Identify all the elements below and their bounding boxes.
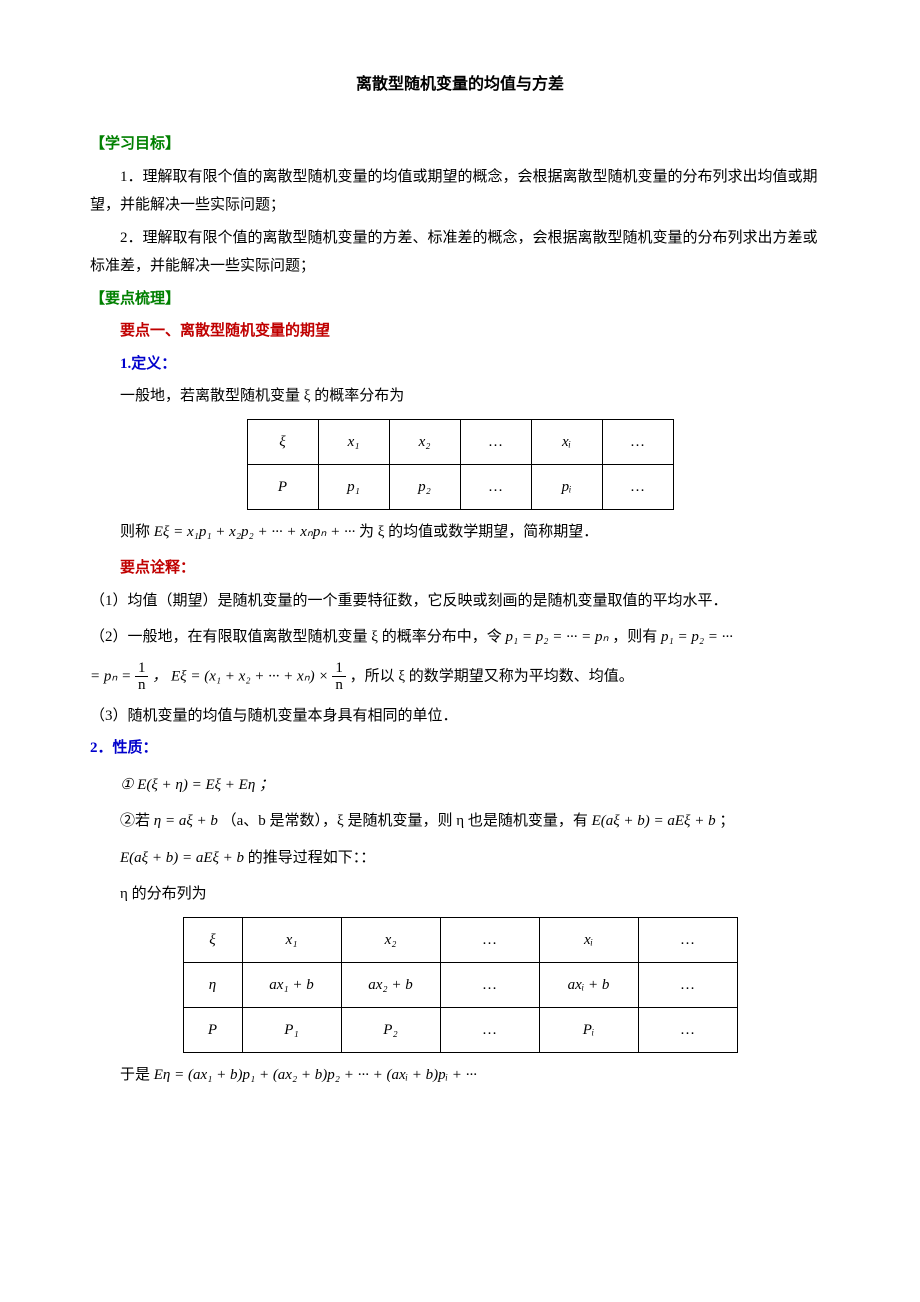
eta-distribution-text: η 的分布列为 xyxy=(90,880,830,909)
text: 于是 xyxy=(120,1067,154,1083)
equation: ① E(ξ + η) = Eξ + Eη ； xyxy=(120,777,274,793)
cell: … xyxy=(602,419,673,464)
cell: P₁ xyxy=(242,1007,341,1052)
equation: η = aξ + b xyxy=(154,813,218,829)
table-row: η ax₁ + b ax₂ + b … axᵢ + b … xyxy=(183,962,737,1007)
property-1: ① E(ξ + η) = Eξ + Eη ； xyxy=(90,771,830,800)
cell: P xyxy=(247,464,318,509)
interpretation-1: （1）均值（期望）是随机变量的一个重要特征数，它反映或刻画的是随机变量取值的平均… xyxy=(90,587,830,616)
equation: Eξ = x₁p₁ + x₂p₂ + ··· + xₙpₙ + ··· xyxy=(154,524,355,540)
cell: … xyxy=(460,464,531,509)
table-row: ξ x₁ x₂ … xᵢ … xyxy=(183,917,737,962)
fraction: 1n xyxy=(332,660,346,694)
numerator: 1 xyxy=(135,660,149,678)
denominator: n xyxy=(332,677,346,694)
text: 为 ξ 的均值或数学期望，简称期望． xyxy=(359,524,598,540)
denominator: n xyxy=(135,677,149,694)
cell: Pᵢ xyxy=(539,1007,638,1052)
interpretation-3: （3）随机变量的均值与随机变量本身具有相同的单位． xyxy=(90,702,830,731)
text: ②若 xyxy=(120,813,154,829)
cell: p₂ xyxy=(389,464,460,509)
cell: … xyxy=(638,917,737,962)
property-2: ②若 η = aξ + b （a、b 是常数），ξ 是随机变量，则 η 也是随机… xyxy=(90,807,830,836)
cell: ax₁ + b xyxy=(242,962,341,1007)
derivation-intro: E(aξ + b) = aEξ + b 的推导过程如下：： xyxy=(90,844,830,873)
goal-2: 2．理解取有限个值的离散型随机变量的方差、标准差的概念，会根据离散型随机变量的分… xyxy=(90,224,830,281)
cell: x₂ xyxy=(389,419,460,464)
interpretation-label: 要点诠释： xyxy=(90,554,830,583)
equation: Eη = (ax₁ + b)p₁ + (ax₂ + b)p₂ + ··· + (… xyxy=(154,1067,477,1083)
cell: P₂ xyxy=(341,1007,440,1052)
interpretation-2-line1: （2）一般地，在有限取值离散型随机变量 ξ 的概率分布中，令 p₁ = p₂ =… xyxy=(90,623,830,652)
cell: … xyxy=(440,917,539,962)
equation: E(aξ + b) = aEξ + b xyxy=(592,813,716,829)
cell: xᵢ xyxy=(531,419,602,464)
table-row: ξ x₁ x₂ … xᵢ … xyxy=(247,419,673,464)
definition-text: 一般地，若离散型随机变量 ξ 的概率分布为 xyxy=(90,382,830,411)
cell: ξ xyxy=(183,917,242,962)
fraction: 1n xyxy=(135,660,149,694)
cell: … xyxy=(638,1007,737,1052)
final-equation: 于是 Eη = (ax₁ + b)p₁ + (ax₂ + b)p₂ + ··· … xyxy=(90,1061,830,1090)
cell: … xyxy=(440,962,539,1007)
equation: ， Eξ = (x₁ + x₂ + ··· + xₙ) × xyxy=(152,668,332,684)
cell: pᵢ xyxy=(531,464,602,509)
text: ，则有 xyxy=(612,629,661,645)
cell: … xyxy=(460,419,531,464)
equation: E(aξ + b) = aEξ + b xyxy=(120,850,244,866)
page-title: 离散型随机变量的均值与方差 xyxy=(90,70,830,100)
text: 的推导过程如下：： xyxy=(248,850,376,866)
section-goal-label: 【学习目标】 xyxy=(90,130,830,159)
cell: ξ xyxy=(247,419,318,464)
cell: … xyxy=(440,1007,539,1052)
equation: p₁ = p₂ = ··· = pₙ xyxy=(505,629,608,645)
cell: … xyxy=(602,464,673,509)
text: ，所以 ξ 的数学期望又称为平均数、均值。 xyxy=(350,668,634,684)
text: （2）一般地，在有限取值离散型随机变量 ξ 的概率分布中，令 xyxy=(90,629,505,645)
text: （a、b 是常数），ξ 是随机变量，则 η 也是随机变量，有 xyxy=(222,813,592,829)
equation: = pₙ = xyxy=(90,668,135,684)
table-row: P p₁ p₂ … pᵢ … xyxy=(247,464,673,509)
text: 则称 xyxy=(120,524,154,540)
cell: ax₂ + b xyxy=(341,962,440,1007)
numerator: 1 xyxy=(332,660,346,678)
table-row: P P₁ P₂ … Pᵢ … xyxy=(183,1007,737,1052)
goal-1: 1．理解取有限个值的离散型随机变量的均值或期望的概念，会根据离散型随机变量的分布… xyxy=(90,163,830,220)
cell: p₁ xyxy=(318,464,389,509)
definition-label: 1.定义： xyxy=(90,350,830,379)
cell: xᵢ xyxy=(539,917,638,962)
cell: x₁ xyxy=(242,917,341,962)
cell: x₁ xyxy=(318,419,389,464)
cell: x₂ xyxy=(341,917,440,962)
cell: … xyxy=(638,962,737,1007)
section-comb-label: 【要点梳理】 xyxy=(90,285,830,314)
cell: P xyxy=(183,1007,242,1052)
equation: p₁ = p₂ = ··· xyxy=(661,629,733,645)
distribution-table-1: ξ x₁ x₂ … xᵢ … P p₁ p₂ … pᵢ … xyxy=(247,419,674,510)
cell: axᵢ + b xyxy=(539,962,638,1007)
expectation-equation: 则称 Eξ = x₁p₁ + x₂p₂ + ··· + xₙpₙ + ··· 为… xyxy=(90,518,830,547)
properties-label: 2．性质： xyxy=(90,734,830,763)
distribution-table-2: ξ x₁ x₂ … xᵢ … η ax₁ + b ax₂ + b … axᵢ +… xyxy=(183,917,738,1053)
point-1-label: 要点一、离散型随机变量的期望 xyxy=(90,317,830,346)
cell: η xyxy=(183,962,242,1007)
interpretation-2-line2: = pₙ = 1n ， Eξ = (x₁ + x₂ + ··· + xₙ) × … xyxy=(90,660,830,694)
text: ； xyxy=(719,813,734,829)
